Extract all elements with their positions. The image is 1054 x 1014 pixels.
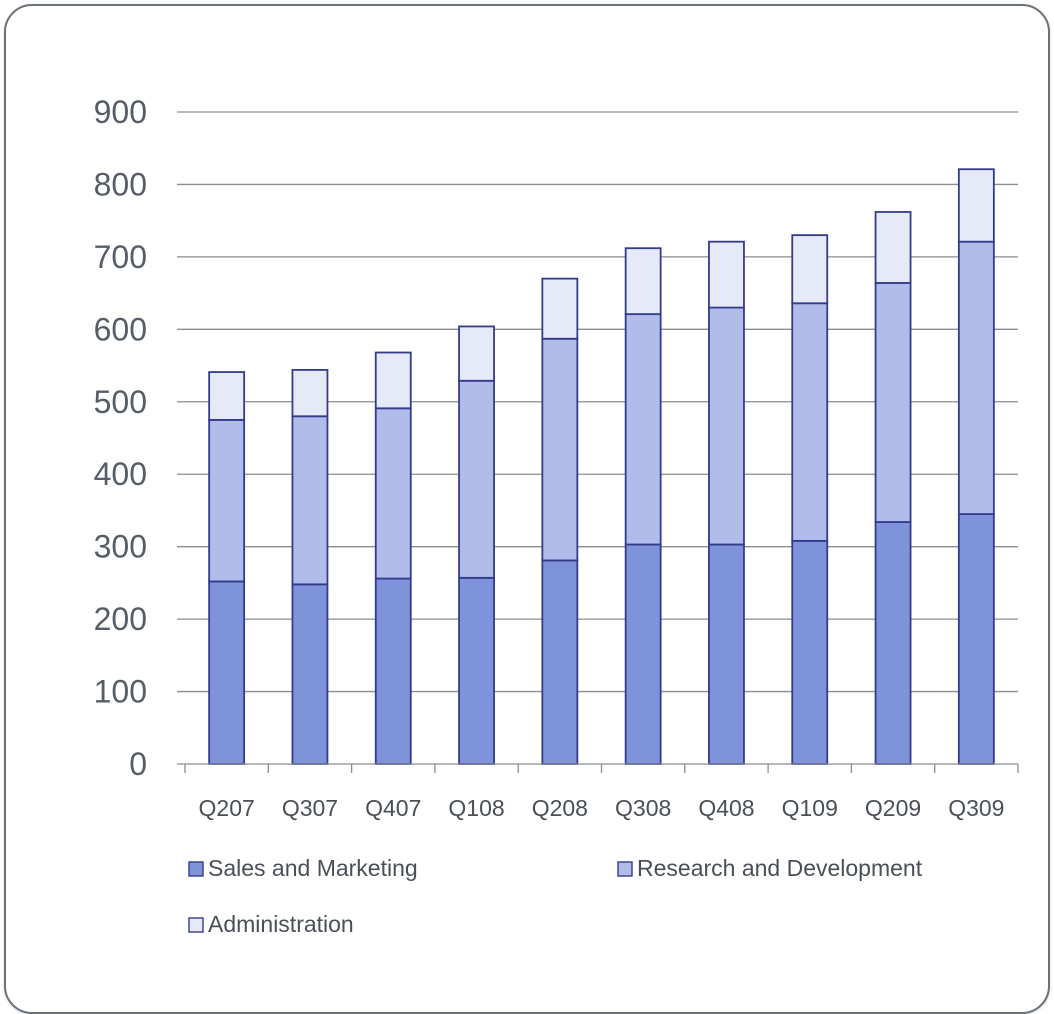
bar-Q208-series-2 — [541, 277, 579, 340]
bar-Q407-series-1 — [374, 407, 412, 580]
bar-Q408-series-1 — [708, 306, 745, 546]
bar-Q209-series-2 — [874, 211, 912, 284]
bar-Q109-series-0 — [791, 539, 829, 765]
x-axis — [177, 763, 1019, 773]
bar-Q308-series-1 — [624, 313, 662, 546]
x-tick-label-Q407: Q407 — [365, 795, 421, 821]
legend-label-2: Administration — [208, 911, 354, 937]
legend-swatch-1 — [617, 861, 633, 877]
y-tick-label-900: 900 — [94, 94, 147, 130]
bar-Q207-series-1 — [208, 418, 246, 583]
bars — [208, 168, 995, 765]
y-tick-label-400: 400 — [94, 456, 147, 492]
bar-Q109-series-2 — [791, 234, 829, 305]
bar-Q407-series-0 — [374, 577, 412, 765]
bar-Q309-series-1 — [957, 240, 995, 515]
y-tick-label-300: 300 — [94, 529, 147, 565]
legend: Sales and Marketing Research and Developm… — [188, 855, 923, 937]
y-tick-label-500: 500 — [94, 384, 147, 420]
y-tick-label-700: 700 — [94, 239, 147, 275]
bar-Q109-series-1 — [791, 302, 829, 542]
x-tick-label-Q208: Q208 — [532, 795, 588, 821]
y-tick-label-800: 800 — [94, 166, 147, 202]
y-tick-label-600: 600 — [94, 311, 147, 347]
x-tick-label-Q308: Q308 — [615, 795, 671, 821]
bar-Q209-series-1 — [874, 282, 912, 523]
bar-Q108-series-0 — [458, 576, 495, 765]
bar-Q308-series-2 — [624, 247, 662, 316]
x-tick-label-Q408: Q408 — [698, 795, 754, 821]
bar-Q408-series-0 — [708, 543, 745, 765]
bar-Q207-series-2 — [208, 371, 246, 421]
x-axis-tick-labels: Q207 Q307 Q407 Q108 Q208 Q308 Q408 Q109 Q209 Q309 — [199, 795, 1005, 821]
bar-Q207-series-0 — [208, 580, 246, 765]
y-tick-label-200: 200 — [94, 601, 147, 637]
bar-Q408-series-2 — [708, 240, 745, 309]
bar-Q308-series-0 — [624, 543, 662, 765]
legend-swatch-0 — [188, 861, 204, 877]
legend-label-0: Sales and Marketing — [208, 855, 418, 881]
bar-Q108-series-2 — [458, 325, 495, 382]
bar-Q309-series-2 — [957, 168, 995, 243]
bar-Q208-series-1 — [541, 337, 579, 562]
bar-Q407-series-2 — [374, 351, 412, 410]
y-tick-label-0: 0 — [129, 746, 147, 782]
legend-label-1: Research and Development — [637, 855, 923, 881]
y-axis-tick-labels: 0 100 200 300 400 500 600 700 800 900 — [94, 94, 147, 782]
x-tick-label-Q209: Q209 — [865, 795, 921, 821]
bar-Q307-series-2 — [291, 369, 329, 418]
bar-Q309-series-0 — [957, 513, 995, 765]
x-tick-label-Q207: Q207 — [199, 795, 255, 821]
legend-swatch-2 — [188, 917, 204, 933]
y-tick-label-100: 100 — [94, 674, 147, 710]
bar-Q209-series-0 — [874, 521, 912, 765]
bar-Q108-series-1 — [458, 379, 495, 579]
bar-Q307-series-0 — [291, 583, 329, 765]
bar-Q307-series-1 — [291, 415, 329, 586]
x-tick-label-Q307: Q307 — [282, 795, 338, 821]
x-tick-label-Q108: Q108 — [448, 795, 504, 821]
x-tick-label-Q309: Q309 — [948, 795, 1004, 821]
bar-Q208-series-0 — [541, 559, 579, 765]
x-tick-label-Q109: Q109 — [782, 795, 838, 821]
